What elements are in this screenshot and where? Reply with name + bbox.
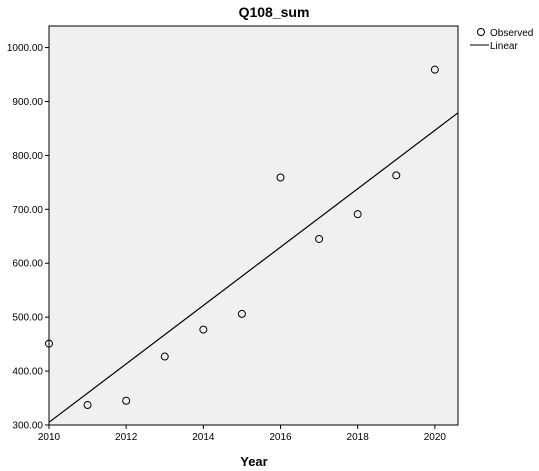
plot-area — [48, 25, 459, 426]
observed-point — [315, 234, 324, 243]
legend-linear-label: Linear — [490, 41, 518, 52]
y-tick-label: 300.00 — [12, 421, 43, 432]
legend-observed-label: Observed — [490, 28, 533, 39]
x-tick-label: 2010 — [38, 432, 61, 443]
observed-points — [45, 65, 439, 410]
observed-point — [392, 171, 401, 180]
y-tick-label: 800.00 — [12, 151, 43, 162]
observed-point — [353, 210, 362, 219]
y-tick-label: 600.00 — [12, 259, 43, 270]
observed-point — [160, 352, 169, 361]
observed-point — [83, 401, 92, 410]
y-tick-label: 900.00 — [12, 97, 43, 108]
y-axis: 300.00 400.00 500.00 600.00 700.00 800.00 900.… — [7, 43, 49, 432]
observed-point — [276, 173, 285, 182]
observed-point — [45, 339, 53, 348]
y-tick-label: 700.00 — [12, 205, 43, 216]
y-tick-label: 1000.00 — [7, 43, 44, 54]
observed-point — [199, 325, 208, 334]
x-tick-label: 2014 — [192, 432, 215, 443]
legend-observed-marker — [477, 28, 485, 36]
legend: Observed Linear — [470, 28, 533, 52]
linear-fit-line — [48, 112, 459, 423]
linear-fit — [48, 112, 459, 423]
x-axis-label: Year — [240, 454, 267, 469]
x-tick-label: 2020 — [424, 432, 447, 443]
y-tick-label: 500.00 — [12, 313, 43, 324]
x-tick-label: 2018 — [347, 432, 370, 443]
observed-point — [237, 309, 246, 318]
observed-point — [122, 396, 131, 405]
x-tick-label: 2012 — [115, 432, 138, 443]
x-tick-label: 2016 — [269, 432, 292, 443]
y-tick-label: 400.00 — [12, 367, 43, 378]
chart-title: Q108_sum — [239, 4, 310, 20]
x-axis: 2010 2012 2014 2016 2018 2020 — [38, 425, 447, 443]
observed-point — [430, 65, 439, 74]
